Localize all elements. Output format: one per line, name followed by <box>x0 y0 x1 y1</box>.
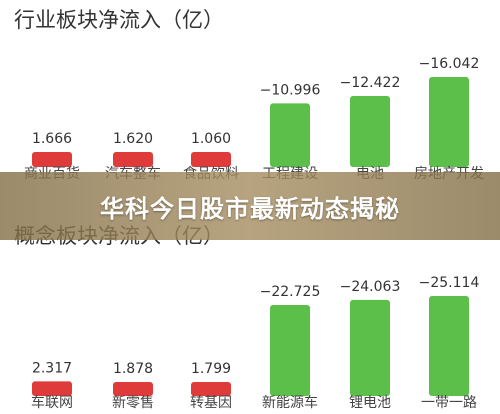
headline-banner: 华科今日股市最新动态揭秘 <box>0 172 500 240</box>
industry-value-label-1: 1.620 <box>113 131 153 147</box>
industry-inflow-chart: 1.666商业百货1.620汽车整车1.060食品饮料−10.996工程建设−1… <box>24 56 484 182</box>
concept-category-label-0: 车联网 <box>31 394 73 411</box>
concept-bar-4 <box>350 299 390 396</box>
industry-bar-1 <box>113 152 153 167</box>
industry-value-label-0: 1.666 <box>32 131 72 147</box>
concept-category-label-4: 锂电池 <box>349 395 391 411</box>
industry-bar-4 <box>350 95 390 167</box>
concept-value-label-0: 2.317 <box>32 360 72 376</box>
headline-text: 华科今日股市最新动态揭秘 <box>100 194 400 223</box>
concept-category-label-5: 一带一路 <box>421 395 477 411</box>
concept-bar-1 <box>113 382 153 396</box>
concept-value-label-2: 1.799 <box>191 361 231 377</box>
industry-bar-2 <box>191 152 231 167</box>
industry-value-label-5: −16.042 <box>419 56 480 72</box>
concept-category-label-3: 新能源车 <box>262 394 318 411</box>
industry-bar-5 <box>429 77 469 167</box>
concept-category-label-2: 转基因 <box>190 394 232 411</box>
industry-bar-3 <box>270 103 310 167</box>
concept-value-label-3: −22.725 <box>260 284 321 300</box>
concept-value-label-1: 1.878 <box>113 361 153 377</box>
concept-bar-2 <box>191 382 231 396</box>
concept-value-label-4: −24.063 <box>340 279 401 295</box>
industry-bar-0 <box>32 152 72 167</box>
industry-chart-title: 行业板块净流入（亿） <box>14 8 224 32</box>
concept-bar-0 <box>32 381 72 396</box>
industry-value-label-2: 1.060 <box>191 131 231 147</box>
concept-bar-5 <box>429 296 469 396</box>
industry-value-label-3: −10.996 <box>260 82 321 98</box>
concept-value-label-5: −25.114 <box>419 275 480 291</box>
industry-value-label-4: −12.422 <box>340 75 401 91</box>
concept-bar-3 <box>270 304 310 396</box>
concept-inflow-chart: 2.317 车联网 1.878 新零售 1.799 转基因 −22.725 新能源车 −24.0… <box>31 275 480 411</box>
concept-category-label-1: 新零售 <box>112 395 154 411</box>
